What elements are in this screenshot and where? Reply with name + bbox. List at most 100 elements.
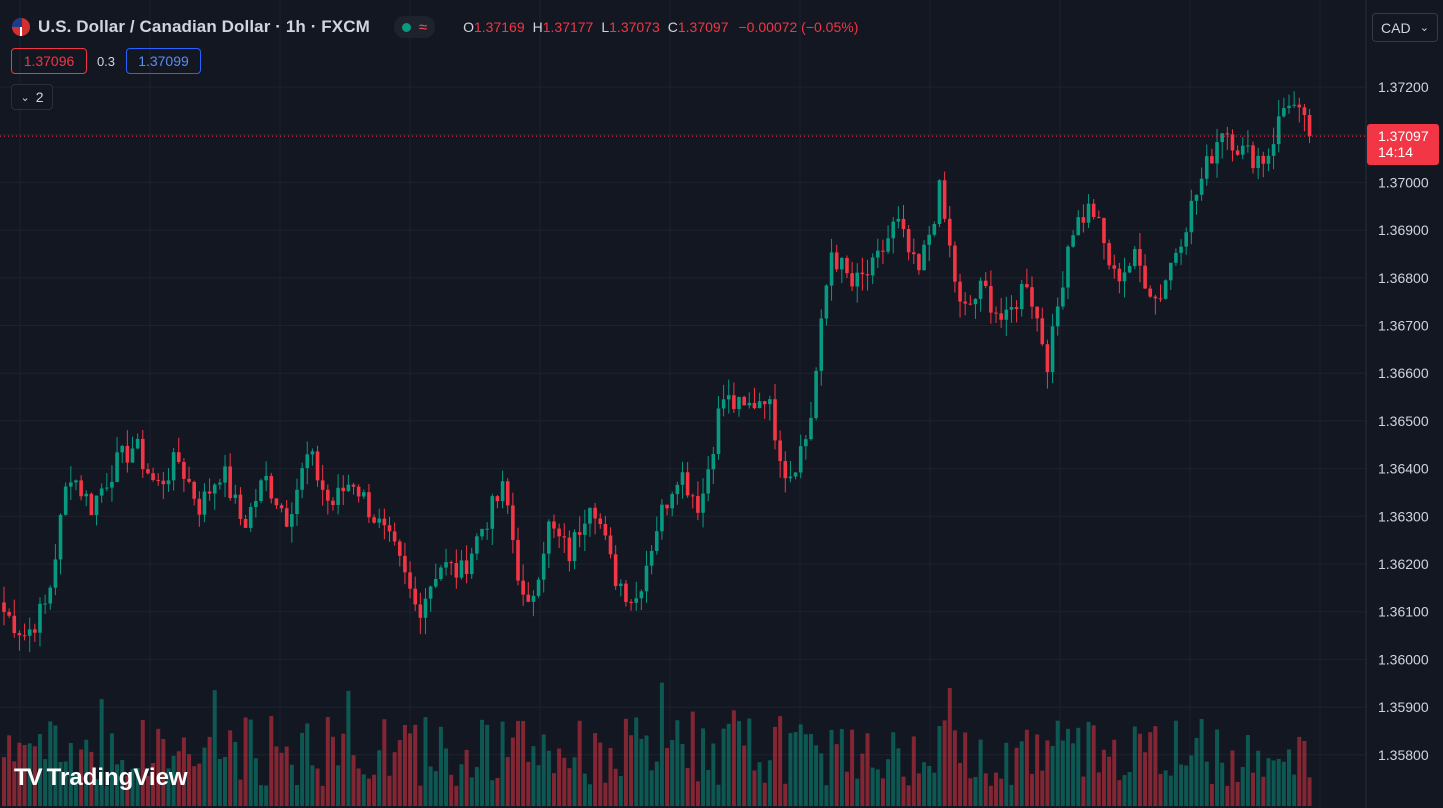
volume-bar <box>1004 742 1009 806</box>
volume-bar <box>988 785 993 806</box>
volume-bar <box>207 736 212 806</box>
candle-body <box>1133 248 1137 267</box>
candle-body <box>670 494 674 509</box>
candle-body <box>413 588 417 605</box>
volume-bar <box>63 761 68 806</box>
volume-bar <box>474 767 479 806</box>
volume-bar <box>757 762 762 806</box>
market-status[interactable]: ≈ <box>393 16 436 38</box>
volume-bar <box>485 724 490 806</box>
volume-bar <box>264 785 269 806</box>
candle-body <box>870 257 875 276</box>
volume-bar <box>397 740 402 806</box>
volume-bar <box>958 762 963 806</box>
volume-bar <box>654 761 659 806</box>
candle-body <box>629 601 633 603</box>
symbol-title[interactable]: U.S. Dollar / Canadian Dollar · 1h · FXC… <box>38 17 370 36</box>
indicators-toggle-button[interactable]: ⌄ 2 <box>11 84 53 110</box>
candle-body <box>541 553 546 580</box>
volume-bar <box>562 757 567 806</box>
price-tick-label: 1.35800 <box>1378 747 1429 763</box>
volume-bar <box>1112 739 1117 806</box>
volume-bar <box>315 768 320 806</box>
price-scale-background[interactable] <box>1366 0 1443 808</box>
candle-body <box>48 587 53 604</box>
candle-body <box>1184 232 1188 247</box>
volume-bar <box>1251 772 1256 806</box>
chevron-down-icon: ⌄ <box>1419 22 1429 34</box>
candle-body <box>362 492 366 497</box>
volume-bar <box>721 728 726 806</box>
volume-bar <box>860 753 865 806</box>
volume-bar <box>659 682 664 806</box>
candle-body <box>341 487 346 492</box>
candle-body <box>860 272 865 275</box>
change-value: −0.00072 (−0.05%) <box>738 19 859 35</box>
tradingview-logo[interactable]: TV TradingView <box>14 764 188 792</box>
volume-bar <box>217 758 222 806</box>
candle-body <box>747 402 752 406</box>
volume-bar <box>1035 734 1040 806</box>
candle-body <box>660 504 664 532</box>
volume-bar <box>608 747 613 806</box>
candle-body <box>475 536 479 554</box>
candle-body <box>423 598 428 618</box>
volume-bar <box>531 746 536 806</box>
volume-bar <box>161 738 166 806</box>
candle-body <box>814 370 818 418</box>
volume-bar <box>79 749 84 806</box>
volume-bar <box>839 728 844 806</box>
candle-body <box>778 440 782 462</box>
candle-body <box>526 594 531 602</box>
candle-body <box>331 500 335 505</box>
volume-bar <box>778 716 783 806</box>
volume-bar <box>197 763 202 806</box>
volume-bar <box>623 718 628 806</box>
volume-bar <box>1076 727 1081 806</box>
volume-bar <box>1030 773 1034 806</box>
volume-bar <box>7 735 12 806</box>
currency-select[interactable]: CAD ⌄ <box>1372 13 1438 42</box>
volume-bar <box>613 768 618 806</box>
price-tick-label: 1.36900 <box>1378 222 1429 238</box>
candle-body <box>762 401 767 405</box>
sell-price-button[interactable]: 1.37096 <box>11 48 87 74</box>
candle-body <box>1122 272 1127 282</box>
candle-body <box>1025 284 1029 288</box>
volume-bar <box>690 711 695 806</box>
volume-bar <box>963 732 968 806</box>
currency-value: CAD <box>1381 19 1411 36</box>
candle-body <box>588 507 592 524</box>
candle-body <box>834 252 839 270</box>
volume-bar <box>305 723 310 806</box>
candle-body <box>1148 288 1153 297</box>
candle-body <box>218 482 222 485</box>
candle-body <box>773 399 777 441</box>
volume-bar <box>629 735 634 806</box>
candle-body <box>356 486 361 497</box>
candle-body <box>223 466 227 483</box>
volume-bar <box>1225 785 1230 806</box>
candle-body <box>120 445 125 453</box>
candle-body <box>351 484 356 487</box>
open-value: 1.37169 <box>474 19 525 35</box>
candle-body <box>932 224 937 235</box>
volume-bar <box>1220 762 1225 806</box>
candle-body <box>850 273 854 287</box>
buy-price-button[interactable]: 1.37099 <box>126 48 201 74</box>
candle-body <box>99 488 104 496</box>
candle-body <box>397 541 402 556</box>
candle-body <box>937 180 942 225</box>
volume-bar <box>336 765 341 806</box>
volume-bar <box>593 733 598 806</box>
volume-bar <box>1204 761 1209 806</box>
volume-bar <box>341 733 346 806</box>
volume-bar <box>125 775 130 806</box>
volume-bar <box>346 690 351 806</box>
candle-body <box>911 252 916 255</box>
candle-body <box>439 567 443 579</box>
volume-bar <box>68 743 73 806</box>
candle-body <box>346 484 351 492</box>
volume-bar <box>438 726 443 806</box>
